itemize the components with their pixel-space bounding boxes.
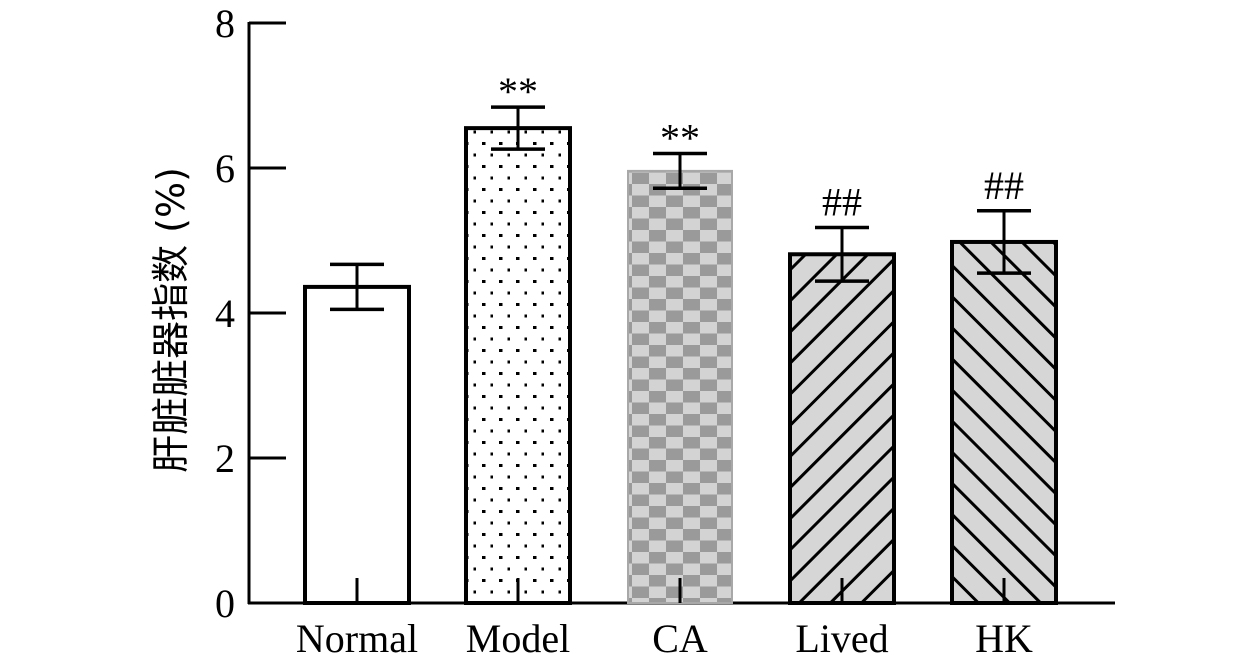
bars bbox=[303, 126, 1058, 605]
x-tick-label: CA bbox=[652, 616, 708, 661]
x-tick-label: Normal bbox=[296, 616, 418, 661]
significance-label: ## bbox=[984, 163, 1024, 208]
x-tick-label: Model bbox=[466, 616, 570, 661]
y-tick-label: 0 bbox=[215, 581, 235, 626]
error-bar bbox=[653, 151, 707, 191]
significance-annotations: ** ** ## ## bbox=[498, 69, 1024, 224]
y-axis-label: 肝脏脏器指数 (%) bbox=[149, 167, 193, 473]
error-bars bbox=[330, 105, 1031, 312]
bar-lived bbox=[788, 252, 896, 605]
error-bar bbox=[977, 209, 1031, 275]
bar-ca bbox=[627, 169, 733, 604]
y-tick-label: 2 bbox=[215, 436, 235, 481]
bar-normal bbox=[303, 284, 411, 605]
error-bar bbox=[330, 262, 384, 312]
x-tick-labels: Normal Model CA Lived HK bbox=[296, 616, 1033, 661]
error-bar bbox=[815, 225, 869, 283]
significance-label: ** bbox=[498, 69, 538, 114]
y-tick-label: 8 bbox=[215, 1, 235, 46]
x-tick-label: Lived bbox=[795, 616, 888, 661]
significance-label: ** bbox=[660, 116, 700, 161]
x-tick-label: HK bbox=[975, 616, 1033, 661]
y-ticks: 0 2 4 6 8 bbox=[215, 1, 286, 626]
y-tick-label: 6 bbox=[215, 146, 235, 191]
bar-model bbox=[464, 126, 572, 605]
error-bar bbox=[491, 105, 545, 151]
significance-label: ## bbox=[822, 179, 862, 224]
bar-hk bbox=[950, 239, 1058, 605]
y-tick-label: 4 bbox=[215, 291, 235, 336]
